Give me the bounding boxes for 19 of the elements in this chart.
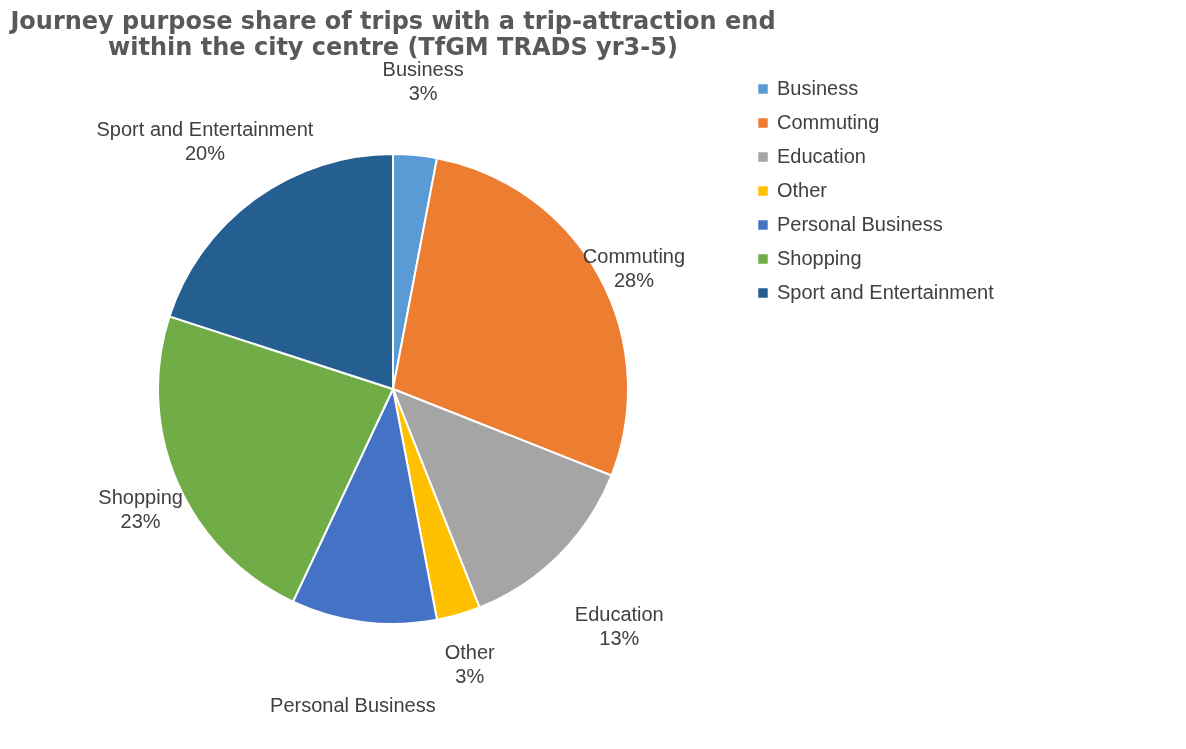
data-label: 20% — [184, 142, 226, 165]
slice-label: Education — [574, 603, 664, 626]
legend-label: Other — [777, 179, 828, 201]
data-label: 23% — [120, 510, 161, 533]
slice-label: Commuting — [582, 244, 686, 267]
legend-label: Personal Business — [777, 213, 943, 235]
legend-label: Education — [777, 145, 866, 167]
legend-label: Business — [777, 77, 859, 99]
slice-label: Sport and Entertainment — [96, 118, 314, 141]
legend-label: Shopping — [777, 247, 862, 269]
legend-label: Sport and Entertainment — [777, 281, 995, 303]
data-label: 3% — [408, 82, 438, 105]
data-label: 13% — [599, 627, 640, 650]
data-label: 28% — [613, 268, 655, 291]
category-label: Personal Business — [270, 694, 436, 717]
data-label: 3% — [455, 665, 485, 688]
legend-label: Commuting — [777, 111, 880, 133]
slice-label: Other — [444, 641, 496, 664]
slice-label: Shopping — [98, 486, 183, 509]
